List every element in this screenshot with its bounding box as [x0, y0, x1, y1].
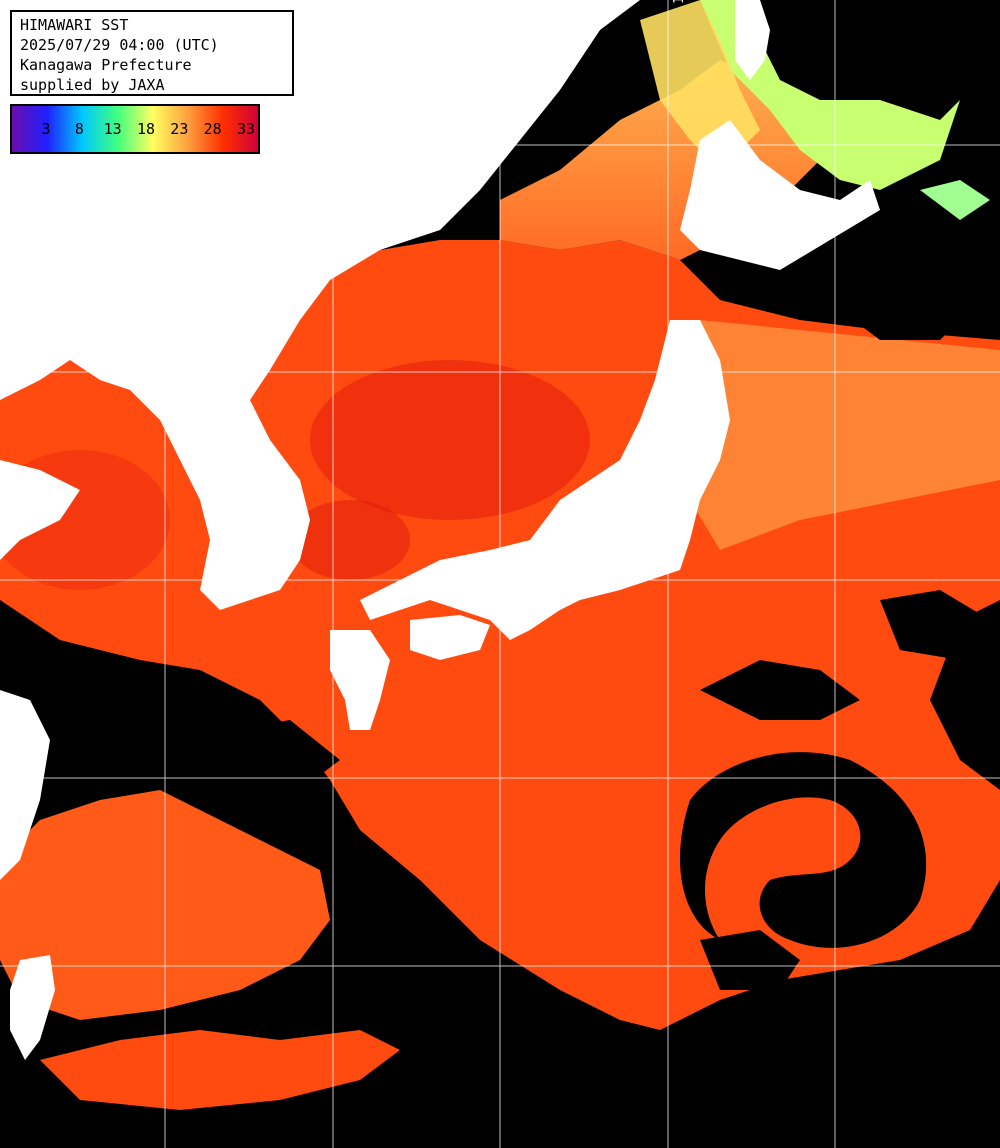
info-box: HIMAWARI SST 2025/07/29 04:00 (UTC) Kana…	[10, 10, 294, 96]
ocean-hot-core-2	[290, 500, 410, 580]
legend-tick-18: 18	[136, 120, 156, 138]
legend-tick-8: 8	[74, 120, 84, 138]
ocean-south-west-strip	[40, 1030, 400, 1110]
land-china-south	[0, 690, 50, 880]
land-hokkaido	[680, 120, 880, 270]
ocean-hot-core	[310, 360, 590, 520]
land-kyushu	[330, 630, 390, 730]
land-taiwan	[10, 955, 55, 1060]
land-shikoku	[410, 615, 490, 660]
ocean-pacific-mild	[690, 320, 1000, 550]
legend-tick-23: 23	[170, 120, 189, 138]
legend-ticks: 3 8 13 18 23 28 33	[12, 106, 258, 152]
legend-tick-3: 3	[41, 120, 51, 138]
legend-tick-33: 33	[236, 120, 256, 138]
lon-label-140: 140	[672, 0, 687, 4]
info-credit: supplied by JAXA	[20, 76, 165, 94]
ocean-okhotsk-cold	[700, 0, 960, 190]
lat-label-40n: 40N	[14, 352, 38, 367]
legend-tick-28: 28	[203, 120, 222, 138]
land-sakhalin	[735, 0, 770, 80]
cloud-patch	[700, 660, 860, 720]
land-honshu	[360, 320, 730, 640]
cloud-patch	[840, 300, 960, 340]
legend-tick-13: 13	[103, 120, 122, 138]
typhoon-cloud	[680, 752, 927, 948]
info-title: HIMAWARI SST	[20, 16, 129, 34]
cloud-patch	[230, 720, 340, 790]
cloud-patch	[700, 930, 800, 990]
lat-label-30n: 30N	[14, 758, 38, 773]
info-datetime: 2025/07/29 04:00 (UTC)	[20, 36, 219, 54]
ocean-far-north	[920, 180, 990, 220]
cloud-patch	[880, 590, 990, 660]
land-china-coast	[0, 460, 80, 560]
temperature-legend: 3 8 13 18 23 28 33	[10, 104, 260, 154]
info-region: Kanagawa Prefecture	[20, 56, 192, 74]
